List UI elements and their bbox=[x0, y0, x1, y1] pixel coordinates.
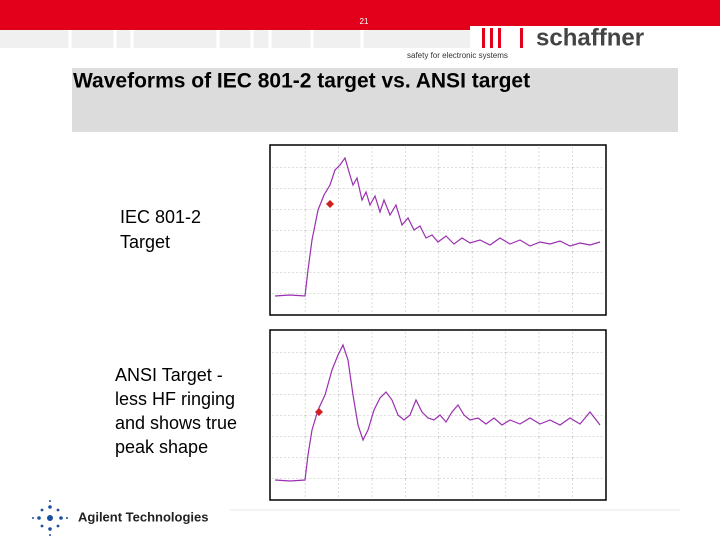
logo-brand: schaffner bbox=[536, 24, 644, 51]
scope-grid bbox=[272, 332, 604, 498]
header-band bbox=[0, 0, 720, 30]
panel-label: peak shape bbox=[115, 437, 208, 457]
logo-bg bbox=[470, 26, 720, 52]
logo-bar bbox=[482, 28, 485, 48]
scope-grid bbox=[272, 147, 604, 313]
logo-tagline: safety for electronic systems bbox=[407, 51, 508, 60]
waveform bbox=[274, 156, 601, 297]
slide-number: 21 bbox=[360, 17, 369, 26]
header-dividers bbox=[68, 30, 364, 48]
panel-label: ANSI Target - bbox=[115, 365, 223, 385]
scope-marker bbox=[315, 408, 323, 416]
slide-title: Waveforms of IEC 801-2 target vs. ANSI t… bbox=[73, 70, 530, 93]
scope-marker bbox=[326, 200, 334, 208]
logo-bar bbox=[490, 28, 493, 48]
waveform bbox=[274, 343, 601, 482]
agilent-logo bbox=[32, 500, 68, 536]
panel-label: less HF ringing bbox=[115, 389, 235, 409]
panel-label: IEC 801-2 bbox=[120, 207, 201, 227]
logo-bar bbox=[498, 28, 501, 48]
panel-label: and shows true bbox=[115, 413, 237, 433]
panel-label: Target bbox=[120, 232, 170, 252]
title-band bbox=[72, 68, 678, 132]
logo-bar bbox=[520, 28, 523, 48]
footer-company: Agilent Technologies bbox=[78, 509, 209, 524]
